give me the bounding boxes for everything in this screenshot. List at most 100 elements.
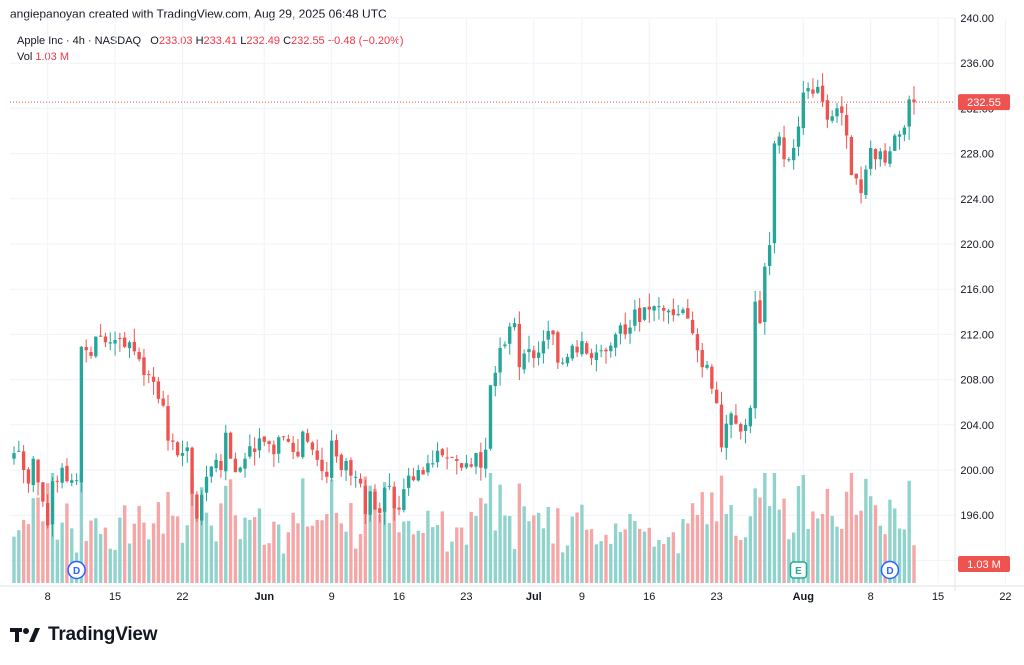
volume-bar: [252, 517, 257, 583]
candle-body: [719, 404, 724, 448]
candle-body: [252, 448, 257, 452]
candle-body: [147, 374, 151, 376]
volume-bar: [382, 482, 387, 583]
volume-bar: [878, 525, 882, 583]
candle-body: [464, 463, 469, 468]
volume-bar: [108, 548, 112, 583]
volume-bar: [17, 530, 21, 583]
candle-body: [714, 389, 719, 404]
candle-body: [435, 450, 440, 463]
volume-bar: [127, 543, 132, 583]
candle-body: [310, 442, 315, 450]
volume-bar: [508, 515, 512, 583]
candle-body: [623, 324, 627, 335]
candle-body: [426, 463, 430, 473]
volume-bar: [532, 515, 536, 583]
volume-bar: [406, 521, 411, 583]
volume-bar: [156, 502, 161, 583]
volume-bar: [599, 541, 603, 583]
candle-body: [416, 470, 420, 481]
volume-bar: [690, 503, 695, 583]
candle-body: [26, 469, 31, 484]
volume-bar: [214, 541, 218, 583]
candle-body: [724, 423, 728, 448]
candle-body: [272, 444, 276, 455]
candle-body: [161, 398, 165, 406]
candle-body: [517, 323, 522, 368]
x-tick-label: 22: [176, 591, 188, 603]
volume-bar: [349, 503, 353, 583]
volume-bar: [36, 497, 40, 583]
volume-bar: [657, 539, 661, 583]
volume-bar: [801, 475, 805, 583]
volume-bar: [859, 510, 863, 583]
candle-body: [354, 476, 358, 478]
volume-bar: [647, 527, 651, 583]
candle-body: [753, 301, 757, 409]
volume-bar: [835, 526, 839, 583]
candle-body: [825, 100, 830, 120]
candle-body: [527, 349, 531, 353]
candle-body: [262, 436, 266, 442]
volume-bar: [816, 518, 820, 583]
candle-body: [455, 459, 459, 461]
volume-bar: [888, 499, 892, 583]
x-tick-label: 16: [643, 591, 655, 603]
candle-body: [869, 147, 873, 169]
volume-bar: [435, 525, 440, 583]
volume-bar: [488, 473, 493, 583]
candle-body: [46, 503, 50, 526]
open-label: O: [150, 35, 159, 47]
volume-bar: [248, 519, 252, 583]
volume-bar: [546, 507, 550, 583]
volume-bar: [767, 506, 772, 583]
volume-bar: [243, 517, 247, 583]
candle-body: [695, 334, 700, 351]
y-tick-label: 212.00: [960, 329, 994, 341]
volume-bar: [277, 524, 281, 583]
volume-bar: [613, 523, 618, 583]
candle-body: [628, 327, 632, 334]
volume-bar: [378, 514, 382, 583]
candle-body: [450, 456, 454, 458]
volume-bar: [339, 523, 343, 583]
candle-body: [739, 424, 743, 432]
candle-body: [686, 308, 690, 319]
volume-bar: [791, 532, 796, 583]
volume-bar: [739, 540, 743, 583]
volume-bar: [618, 531, 623, 583]
x-tick-label: 22: [999, 591, 1011, 603]
volume-bar: [729, 505, 733, 583]
volume-bar: [637, 528, 642, 583]
candle-body: [123, 337, 127, 347]
candle-body: [777, 136, 781, 146]
volume-bar: [642, 531, 647, 583]
x-tick-label: 23: [460, 591, 472, 603]
volume-bar: [161, 533, 165, 583]
volume-bar: [238, 539, 242, 583]
volume-bar: [666, 537, 671, 583]
candle-body: [541, 341, 546, 354]
volume-bar: [671, 532, 676, 583]
candle-body: [681, 309, 685, 314]
price-badge: 232.55: [967, 97, 1001, 109]
candle-body: [479, 452, 483, 468]
low-value: 232.49: [246, 35, 281, 47]
candle-body: [575, 346, 579, 353]
candle-body: [118, 338, 122, 340]
tradingview-logo: TradingView: [10, 624, 158, 646]
volume-bar: [132, 523, 137, 583]
tradingview-logo-icon: [10, 628, 40, 642]
volume-bar: [459, 527, 464, 583]
candle-body: [79, 346, 84, 483]
volume-bar: [190, 476, 194, 583]
candle-body: [772, 143, 777, 244]
candle-body: [70, 480, 74, 483]
volume-bar: [662, 543, 666, 583]
candle-body: [243, 458, 247, 469]
volume-bar: [440, 511, 445, 583]
candle-body: [329, 440, 334, 478]
volume-bar: [498, 484, 502, 583]
volume-bar: [103, 527, 108, 583]
